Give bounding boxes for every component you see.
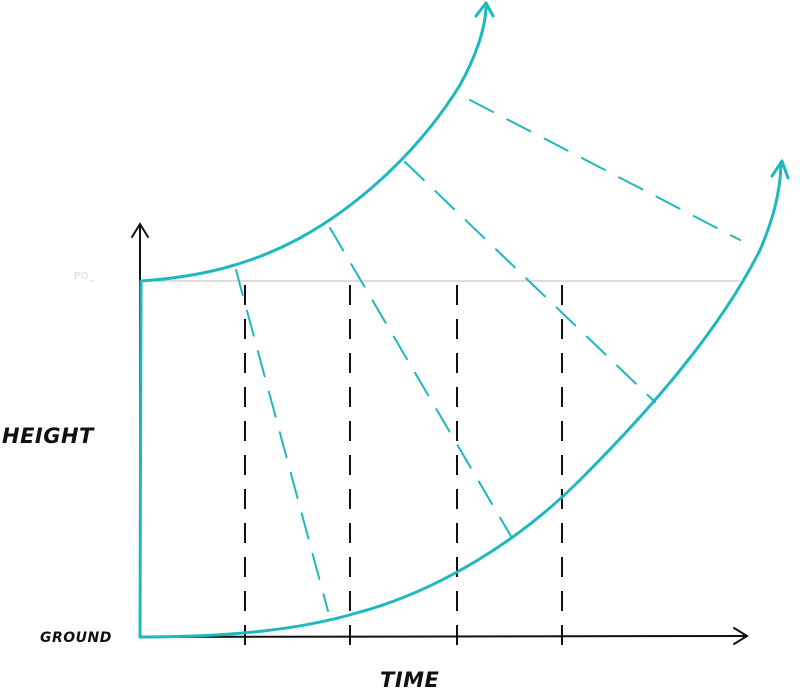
upper-curve — [138, 6, 488, 639]
lower-curve — [138, 163, 783, 639]
connector-3 — [404, 161, 656, 403]
time-markers — [244, 285, 563, 650]
x-axis-label: TIME — [380, 668, 440, 692]
connector-4 — [469, 99, 741, 241]
lower-curve-arrowhead — [770, 159, 790, 180]
faint-reference-label: PO_ — [74, 271, 95, 282]
connecting-lines — [235, 99, 741, 612]
ground-label: GROUND — [40, 630, 112, 646]
connector-2 — [329, 227, 513, 539]
x-axis-arrowhead — [733, 627, 749, 645]
x-axis — [139, 635, 747, 638]
upper-curve-arrowhead — [474, 1, 495, 18]
curves — [138, 1, 790, 639]
y-axis-label: HEIGHT — [2, 424, 94, 448]
connector-1 — [235, 269, 329, 612]
y-axis-arrowhead — [131, 222, 149, 238]
